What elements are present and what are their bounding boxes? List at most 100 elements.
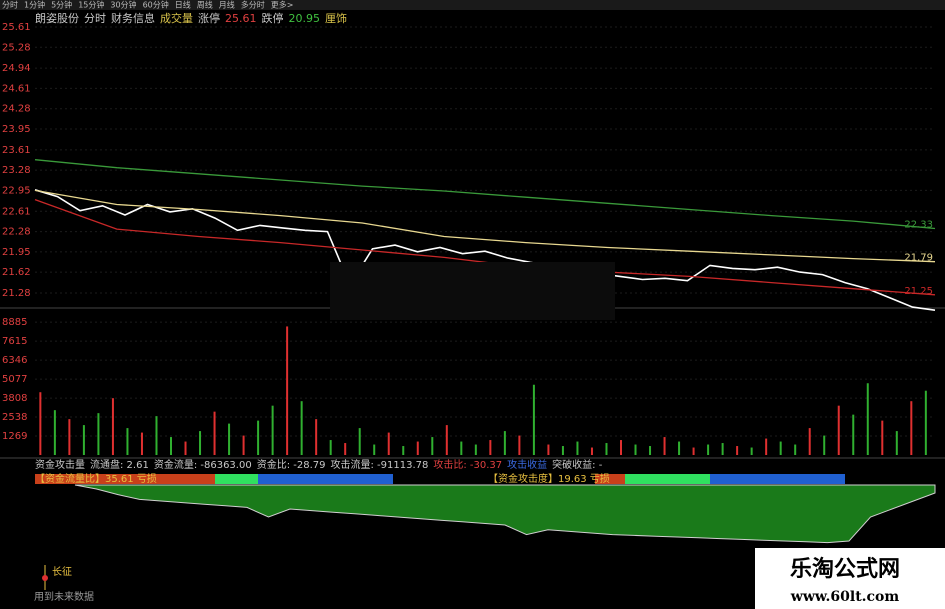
volume-bar xyxy=(126,428,129,455)
signal-band xyxy=(710,474,845,484)
volume-tick-label: 2538 xyxy=(2,412,27,423)
volume-bar xyxy=(765,438,768,455)
volume-bar xyxy=(53,410,56,455)
indicator-item: 流通盘: 2.61 xyxy=(90,458,149,471)
header-item: 财务信息 xyxy=(111,11,155,25)
indicator-item: 资金比: -28.79 xyxy=(257,458,326,471)
price-line xyxy=(34,189,936,263)
volume-bar xyxy=(779,441,782,455)
marker-label: 长征 xyxy=(52,566,72,578)
toolbar-tab: 15分钟 xyxy=(78,0,104,10)
volume-bar xyxy=(257,420,260,455)
indicator-item: 突破收益: - xyxy=(552,458,603,471)
volume-bar xyxy=(663,437,666,455)
signal-band xyxy=(625,474,710,484)
volume-bar xyxy=(140,432,143,455)
volume-tick-label: 1269 xyxy=(2,431,27,442)
flow-ratio: 【资金流量比】35.61 亏损 xyxy=(35,472,157,485)
line-end-label: 21.25 xyxy=(904,286,933,297)
header-item: 20.95 xyxy=(289,12,321,25)
price-line xyxy=(34,159,936,230)
volume-bar xyxy=(242,435,245,455)
price-tick-label: 21.62 xyxy=(2,267,31,278)
footnote: 用到未来数据 xyxy=(34,590,94,603)
signal-band xyxy=(35,474,215,484)
volume-bar xyxy=(315,419,318,455)
volume-bar xyxy=(692,447,695,455)
toolbar-tab: 周线 xyxy=(197,0,213,10)
volume-bar xyxy=(576,441,579,455)
watermark-title: 乐淘公式网 xyxy=(790,556,900,582)
volume-bar xyxy=(518,435,521,455)
volume-bar xyxy=(794,444,797,455)
signal-band xyxy=(595,474,625,484)
volume-tick-label: 7615 xyxy=(2,336,27,347)
volume-bar xyxy=(721,443,724,455)
volume-bar xyxy=(750,447,753,455)
volume-bar xyxy=(387,432,390,455)
volume-bar xyxy=(300,401,303,455)
header-item: 涨停 xyxy=(198,11,220,25)
volume-bar xyxy=(402,446,405,455)
price-tick-label: 23.28 xyxy=(2,165,31,176)
volume-bar xyxy=(707,444,710,455)
volume-bar xyxy=(474,444,477,455)
header-item: 25.61 xyxy=(225,12,257,25)
signal-band xyxy=(258,474,393,484)
volume-bar xyxy=(286,326,289,455)
volume-bar xyxy=(634,444,637,455)
volume-bar xyxy=(68,419,71,455)
price-tick-label: 23.95 xyxy=(2,124,31,135)
line-end-label: 21.79 xyxy=(904,253,933,264)
volume-bar xyxy=(271,405,274,455)
volume-bar xyxy=(823,435,826,455)
watermark-box xyxy=(755,548,945,609)
volume-bar xyxy=(924,390,927,455)
indicator-item: 攻击流量: -91113.78 xyxy=(331,458,429,471)
toolbar-tab: 60分钟 xyxy=(143,0,169,10)
volume-bar xyxy=(881,420,884,455)
volume-bar xyxy=(590,447,593,455)
price-tick-label: 23.61 xyxy=(2,145,31,156)
volume-bar xyxy=(445,425,448,455)
volume-bar xyxy=(620,440,622,455)
volume-bar xyxy=(228,423,231,455)
volume-bar xyxy=(678,441,681,455)
volume-tick-label: 8885 xyxy=(2,317,27,328)
volume-bar xyxy=(649,446,652,455)
toolbar xyxy=(0,0,945,10)
price-tick-label: 22.95 xyxy=(2,185,31,196)
signal-band xyxy=(215,474,258,484)
volume-bar xyxy=(329,440,332,455)
volume-bar xyxy=(373,444,376,455)
volume-bar xyxy=(170,437,172,455)
volume-bar xyxy=(605,443,608,455)
indicator-item: 资金流量: -86363.00 xyxy=(154,458,252,471)
volume-bar xyxy=(561,446,564,455)
volume-bar xyxy=(199,431,202,455)
line-end-label: 22.33 xyxy=(904,219,933,230)
volume-bar xyxy=(852,414,855,455)
price-tick-label: 24.61 xyxy=(2,83,31,94)
redaction-box xyxy=(330,262,615,320)
volume-bar xyxy=(547,444,550,455)
indicator-item: 攻击收益 xyxy=(507,458,547,471)
header-item: 厘饰 xyxy=(325,11,347,25)
volume-tick-label: 5077 xyxy=(2,374,27,385)
volume-bar xyxy=(460,441,463,455)
toolbar-tab: 30分钟 xyxy=(110,0,136,10)
header-item: 朗姿股份 xyxy=(35,12,79,25)
marker-dot xyxy=(42,575,48,581)
indicator-item: 攻击比: -30.37 xyxy=(433,458,502,471)
volume-bar xyxy=(736,446,739,455)
toolbar-tab: 分时 xyxy=(2,0,18,10)
toolbar-tab: 更多> xyxy=(271,0,294,10)
volume-bar xyxy=(431,437,434,455)
volume-bar xyxy=(39,392,42,455)
flow-area xyxy=(74,484,936,544)
volume-bar xyxy=(97,413,100,455)
volume-bar xyxy=(808,428,811,455)
header-item: 跌停 xyxy=(262,11,284,25)
price-tick-label: 21.28 xyxy=(2,288,31,299)
